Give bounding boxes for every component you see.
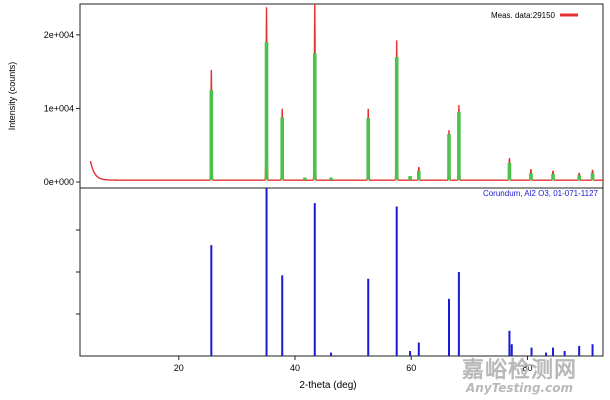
- x-tick-label: 60: [406, 363, 416, 373]
- y-axis-title: Intensity (counts): [7, 62, 17, 131]
- legend-label: Meas. data:29150: [491, 11, 556, 20]
- watermark-en: AnyTesting.com: [466, 381, 573, 395]
- x-tick-label: 40: [290, 363, 300, 373]
- watermark-cn: 嘉峪检测网: [462, 358, 578, 383]
- reference-label: Corundum, Al2 O3, 01-071-1127: [483, 189, 599, 198]
- x-tick-label: 80: [522, 363, 532, 373]
- x-axis-title: 2-theta (deg): [299, 380, 356, 391]
- upper-plot-frame: [79, 3, 604, 189]
- y-tick-label: 2e+004: [44, 30, 74, 40]
- y-tick-label: 1e+004: [44, 103, 74, 113]
- y-tick-label: 0e+000: [44, 177, 74, 187]
- x-tick-label: 20: [174, 363, 184, 373]
- lower-plot-frame: [79, 187, 604, 357]
- meas-data-line: [89, 3, 603, 181]
